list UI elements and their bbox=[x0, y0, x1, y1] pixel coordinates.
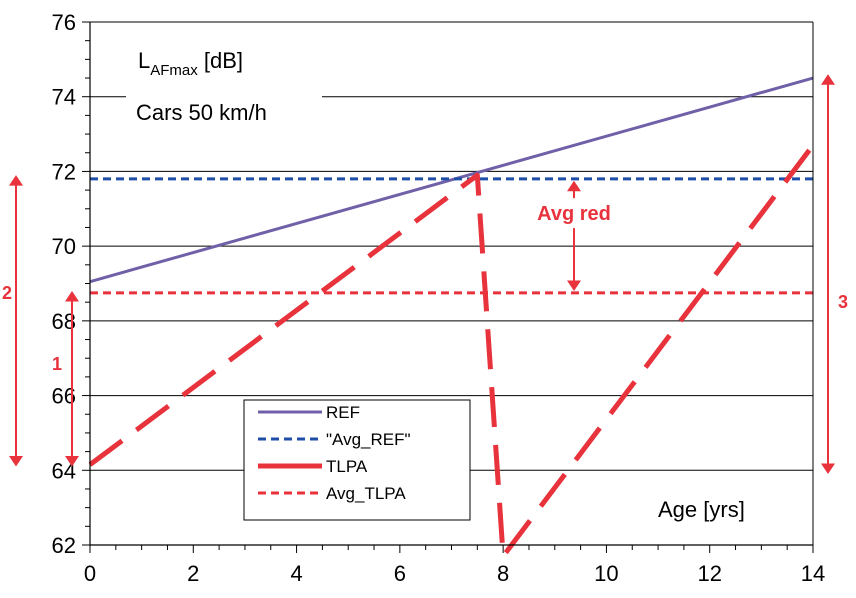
y-tick-label: 76 bbox=[52, 10, 76, 35]
arrow-head bbox=[821, 463, 835, 475]
series-layer bbox=[88, 76, 815, 559]
arrow-head bbox=[567, 280, 581, 291]
x-tick-label: 4 bbox=[290, 561, 302, 586]
x-tick-label: 12 bbox=[697, 561, 721, 586]
quantity-subscript: AFmax bbox=[150, 62, 198, 79]
condition-annotation: Cars 50 km/h bbox=[126, 88, 322, 130]
legend-label-3: Avg_TLPA bbox=[326, 484, 406, 503]
quantity-annotation: LAFmax [dB] bbox=[128, 34, 296, 79]
legend: REF "Avg_REF" TLPA Avg_TLPA bbox=[243, 399, 471, 521]
quantity-main: L bbox=[138, 48, 150, 73]
y-tick-label: 72 bbox=[52, 159, 76, 184]
arrow-head bbox=[567, 180, 581, 192]
marker-2-label: 2 bbox=[2, 283, 12, 303]
x-tick-label: 10 bbox=[594, 561, 618, 586]
marker-3-label: 3 bbox=[838, 292, 848, 312]
arrow-head bbox=[821, 74, 835, 85]
y-tick-label: 74 bbox=[52, 85, 76, 110]
quantity-unit: [dB] bbox=[198, 48, 243, 73]
arrow-head bbox=[9, 456, 23, 467]
legend-label-0: REF bbox=[326, 403, 360, 422]
avg-red-label: Avg red bbox=[537, 203, 611, 225]
quantity-annotation-bg bbox=[128, 34, 296, 78]
legend-label-1: "Avg_REF" bbox=[326, 430, 411, 449]
y-tick-label: 70 bbox=[52, 234, 76, 259]
series-line-2 bbox=[88, 143, 815, 559]
x-tick-label: 14 bbox=[801, 561, 825, 586]
quantity-label: LAFmax [dB] bbox=[138, 48, 243, 79]
legend-label-2: TLPA bbox=[326, 457, 368, 476]
series-line-0 bbox=[89, 76, 814, 284]
x-axis-label: Age [yrs] bbox=[658, 497, 745, 522]
xlabel-bg bbox=[652, 488, 782, 528]
arrow-head bbox=[65, 456, 79, 467]
x-tick-label: 6 bbox=[394, 561, 406, 586]
x-tick-label: 0 bbox=[84, 561, 96, 586]
condition-label: Cars 50 km/h bbox=[136, 100, 267, 125]
avg-red-bg bbox=[518, 198, 632, 229]
legend-box bbox=[243, 399, 471, 521]
xlabel-annotation: Age [yrs] bbox=[652, 488, 782, 528]
arrow-head bbox=[9, 175, 23, 186]
y-tick-label: 62 bbox=[52, 533, 76, 558]
condition-annotation-bg bbox=[126, 88, 322, 130]
x-tick-label: 2 bbox=[187, 561, 199, 586]
marker-1-label: 1 bbox=[52, 354, 62, 374]
x-tick-label: 8 bbox=[497, 561, 509, 586]
axes bbox=[82, 21, 814, 553]
arrow-head bbox=[65, 290, 79, 302]
reduction-annotations: Avg red 2 1 3 bbox=[2, 74, 848, 475]
